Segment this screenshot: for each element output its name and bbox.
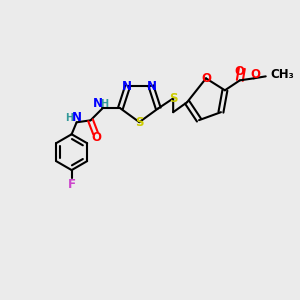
Text: O: O	[235, 65, 245, 78]
Text: N: N	[147, 80, 157, 93]
Text: S: S	[169, 92, 177, 105]
Text: S: S	[135, 116, 144, 129]
Text: F: F	[68, 178, 76, 190]
Text: H: H	[66, 113, 74, 123]
Text: CH₃: CH₃	[271, 68, 294, 81]
Text: N: N	[122, 80, 132, 93]
Text: H: H	[100, 99, 109, 110]
Text: O: O	[251, 68, 261, 81]
Text: N: N	[92, 97, 103, 110]
Text: O: O	[201, 72, 211, 85]
Text: O: O	[92, 131, 101, 144]
Text: N: N	[72, 111, 82, 124]
